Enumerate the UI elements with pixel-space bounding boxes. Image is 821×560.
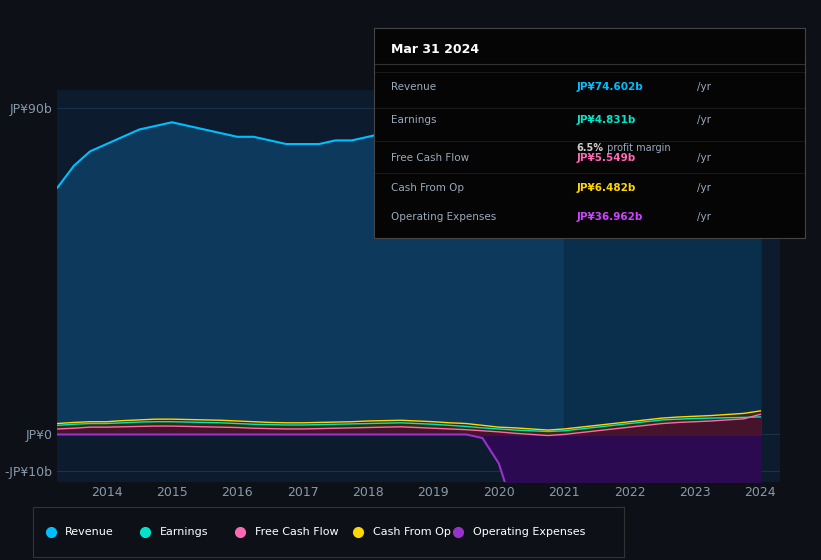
Text: Free Cash Flow: Free Cash Flow — [255, 527, 338, 537]
Text: Operating Expenses: Operating Expenses — [391, 212, 496, 222]
Text: /yr: /yr — [697, 183, 711, 193]
Text: 6.5%: 6.5% — [576, 143, 603, 153]
Text: /yr: /yr — [697, 115, 711, 125]
Text: JP¥5.549b: JP¥5.549b — [576, 153, 635, 163]
Text: Operating Expenses: Operating Expenses — [473, 527, 585, 537]
Text: profit margin: profit margin — [604, 143, 671, 153]
Text: JP¥36.962b: JP¥36.962b — [576, 212, 643, 222]
Text: Revenue: Revenue — [391, 82, 436, 92]
Text: Earnings: Earnings — [160, 527, 209, 537]
Text: Free Cash Flow: Free Cash Flow — [391, 153, 469, 163]
Text: Revenue: Revenue — [66, 527, 114, 537]
Text: JP¥74.602b: JP¥74.602b — [576, 82, 643, 92]
Text: /yr: /yr — [697, 212, 711, 222]
Text: Cash From Op: Cash From Op — [391, 183, 464, 193]
Text: Cash From Op: Cash From Op — [373, 527, 451, 537]
Text: JP¥6.482b: JP¥6.482b — [576, 183, 635, 193]
Text: Earnings: Earnings — [391, 115, 436, 125]
Text: JP¥4.831b: JP¥4.831b — [576, 115, 635, 125]
Text: /yr: /yr — [697, 82, 711, 92]
Text: Mar 31 2024: Mar 31 2024 — [391, 43, 479, 55]
Text: /yr: /yr — [697, 153, 711, 163]
